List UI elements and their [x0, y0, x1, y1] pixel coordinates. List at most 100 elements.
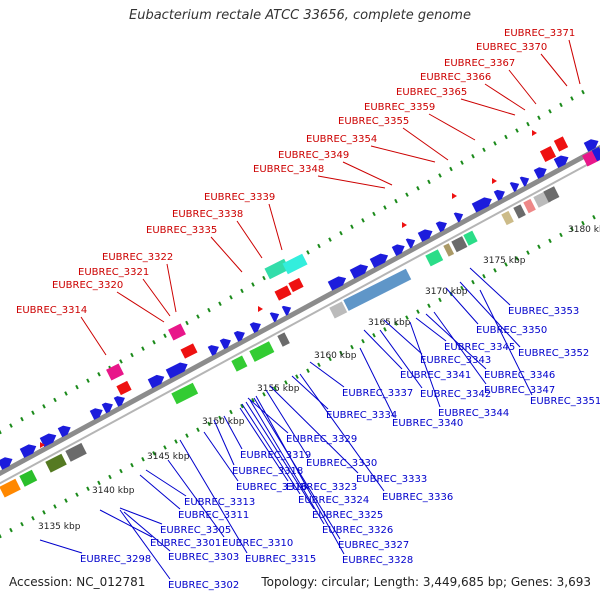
- gene-label-bottom: EUBREC_3325: [312, 510, 383, 521]
- leader-line: [119, 509, 171, 580]
- tick-dot: [185, 433, 189, 438]
- tick-dot: [9, 423, 13, 428]
- tick-dot: [251, 397, 255, 403]
- tick-dot: [471, 279, 475, 285]
- gene-label-top: EUBREC_3314: [16, 305, 87, 316]
- leader-line-layer: [39, 39, 581, 580]
- gene-arrow: [405, 238, 416, 249]
- tick-dot: [537, 115, 541, 120]
- tick-dot: [394, 321, 398, 326]
- leader-line: [142, 278, 171, 317]
- tick-dot: [31, 516, 35, 521]
- tick-dot: [207, 421, 211, 427]
- leader-line: [415, 317, 447, 342]
- tick-dot: [53, 397, 57, 403]
- tick-dot: [0, 533, 2, 539]
- tick-dot: [284, 380, 288, 385]
- tick-dot: [196, 427, 200, 432]
- tick-dot: [9, 527, 13, 533]
- tick-dot: [339, 350, 343, 356]
- gene-label-bottom: EUBREC_3326: [322, 525, 393, 536]
- gene-block: [343, 268, 412, 311]
- gene-label-bottom: EUBREC_3340: [392, 418, 463, 429]
- tick-dot: [75, 492, 79, 497]
- gene-label-top: EUBREC_3370: [476, 42, 547, 53]
- map-title: Eubacterium rectale ATCC 33656, complete…: [129, 8, 471, 23]
- gene-block: [168, 323, 186, 341]
- gene-arrow: [583, 139, 599, 152]
- kbp-label: 3180 kbp: [568, 225, 600, 235]
- tick-dot: [108, 474, 112, 480]
- gene-arrow: [219, 338, 231, 350]
- tick-dot: [416, 309, 420, 314]
- tick-dot: [526, 250, 530, 255]
- gene-block: [463, 230, 478, 246]
- gene-block: [171, 382, 199, 405]
- gene-arrow: [391, 244, 405, 256]
- gene-layer: [0, 130, 600, 498]
- kbp-label: 3135 kbp: [38, 522, 81, 532]
- gene-label-top: EUBREC_3359: [364, 102, 435, 113]
- kbp-label: 3170 kbp: [425, 287, 468, 297]
- gene-label-bottom: EUBREC_3333: [356, 474, 427, 485]
- leader-line: [428, 113, 476, 141]
- tick-dot: [119, 468, 123, 474]
- leader-line: [236, 220, 263, 259]
- gene-label-bottom: EUBREC_3352: [518, 348, 589, 359]
- gene-arrow: [417, 229, 433, 242]
- gene-label-bottom: EUBREC_3346: [484, 370, 555, 381]
- leader-line: [460, 98, 516, 116]
- tick-dot: [317, 362, 321, 368]
- tick-dot: [42, 404, 46, 409]
- gene-block: [274, 285, 292, 301]
- tick-dot: [119, 359, 123, 364]
- leader-line: [239, 407, 289, 482]
- gene-label-bottom: EUBREC_3344: [438, 408, 509, 419]
- tick-dot: [163, 445, 167, 450]
- tick-dot: [438, 173, 442, 178]
- tick-dot: [515, 256, 519, 261]
- tick-dot: [86, 486, 90, 492]
- tick-dot: [460, 160, 464, 165]
- tick-dot: [350, 224, 354, 230]
- leader-line: [342, 161, 393, 186]
- gene-label-top: EUBREC_3320: [52, 280, 123, 291]
- gene-marker: [492, 178, 497, 184]
- tick-dot: [97, 372, 101, 377]
- leader-line: [383, 319, 423, 355]
- gene-arrow: [39, 433, 57, 447]
- leader-line: [425, 313, 487, 370]
- tick-dot: [416, 186, 420, 191]
- tick-dot: [350, 344, 354, 350]
- gene-marker: [258, 306, 263, 312]
- gene-block: [329, 301, 348, 319]
- gene-arrow: [19, 444, 37, 458]
- leader-line: [268, 203, 283, 251]
- gene-block: [19, 469, 38, 487]
- tick-dot: [570, 96, 574, 101]
- gene-label-bottom: EUBREC_3337: [342, 388, 413, 399]
- gene-marker: [40, 442, 45, 448]
- leader-line: [402, 127, 449, 161]
- gene-label-bottom: EUBREC_3342: [420, 389, 491, 400]
- leader-line: [359, 347, 395, 418]
- tick-dot: [229, 295, 233, 300]
- tick-dot: [482, 147, 486, 153]
- gene-label-top: EUBREC_3355: [338, 116, 409, 127]
- backbone-line-inner: [0, 156, 600, 485]
- gene-arrow: [519, 176, 530, 187]
- gene-arrow: [533, 167, 547, 179]
- tick-dot: [460, 285, 464, 291]
- gene-block: [288, 277, 304, 293]
- gene-block: [106, 363, 124, 381]
- leader-line: [116, 291, 165, 323]
- gene-arrow: [165, 362, 188, 379]
- gene-arrow: [0, 457, 13, 470]
- tick-dot: [405, 192, 409, 197]
- gene-block: [513, 204, 526, 219]
- tick-dot: [240, 403, 244, 409]
- tick-dot: [328, 356, 332, 362]
- gene-arrow: [113, 396, 125, 407]
- tick-dot: [130, 462, 134, 468]
- gene-block: [443, 243, 455, 257]
